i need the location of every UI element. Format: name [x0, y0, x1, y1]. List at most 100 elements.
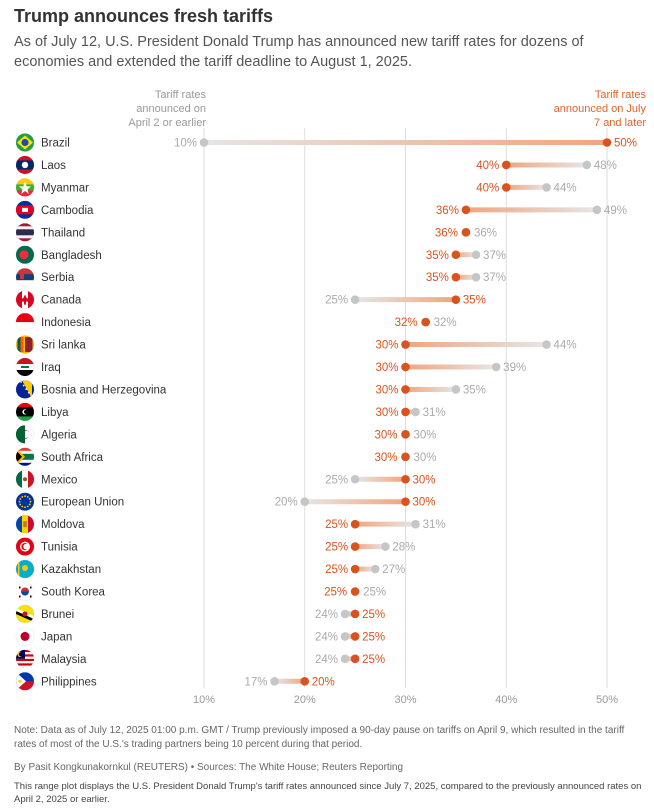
new-rate-label: 25%	[324, 587, 347, 599]
old-rate-dot	[582, 160, 592, 170]
new-rate-dot	[350, 587, 360, 596]
old-rate-label: 25%	[363, 587, 386, 599]
new-rate-dot	[350, 609, 360, 619]
tunisia-flag-icon	[15, 537, 35, 556]
new-rate-label: 25%	[325, 564, 348, 576]
old-rate-dot	[340, 609, 350, 619]
algeria-flag-icon	[15, 425, 35, 444]
bangladesh-flag-icon	[15, 245, 35, 265]
old-rate-dot	[270, 677, 279, 686]
old-rate-dot	[350, 474, 360, 484]
old-rate-dot	[542, 183, 551, 192]
old-rate-label: 44%	[554, 340, 577, 352]
row-thailand: Thailand 36% 36%	[15, 223, 497, 242]
old-rate-label: 37%	[483, 272, 506, 284]
row-cambodia: Cambodia 36% 49%	[15, 200, 627, 220]
new-rate-label: 30%	[375, 407, 398, 419]
malaysia-flag-icon	[15, 649, 35, 669]
new-rate-label: 30%	[374, 429, 397, 441]
new-rate-dot	[350, 542, 360, 551]
old-rate-label: 31%	[423, 407, 446, 419]
new-rate-dot	[501, 183, 511, 192]
old-rate-dot	[451, 385, 461, 394]
x-tick-label: 30%	[394, 694, 416, 706]
old-rate-label: 24%	[315, 609, 338, 621]
country-label: Indonesia	[41, 317, 91, 329]
new-rate-label: 25%	[362, 609, 385, 621]
row-european-union: European Union 30% 20%	[15, 492, 436, 512]
new-rate-label: 35%	[426, 272, 449, 284]
myanmar-flag-icon	[15, 178, 35, 197]
row-moldova: Moldova 25% 31%	[15, 514, 446, 534]
row-japan: Japan 25% 24%	[15, 627, 385, 646]
old-rate-label: 31%	[423, 519, 446, 531]
x-tick-label: 50%	[596, 694, 618, 706]
new-rate-label: 30%	[375, 340, 398, 352]
new-rate-label: 35%	[426, 250, 449, 262]
new-rate-dot	[461, 205, 471, 215]
country-label: Malaysia	[41, 654, 87, 666]
old-rate-dot	[411, 407, 420, 417]
x-tick-label: 20%	[294, 694, 316, 706]
old-rate-dot	[411, 519, 420, 529]
new-rate-label: 25%	[362, 654, 385, 666]
new-rate-label: 40%	[476, 182, 499, 194]
old-rate-dot	[199, 138, 209, 147]
row-brazil: Brazil 50% 10%	[15, 133, 637, 152]
old-rate-label: 27%	[382, 564, 405, 576]
row-mexico: Mexico 30% 25%	[15, 469, 436, 489]
old-rate-label: 24%	[315, 631, 338, 643]
new-rate-dot	[350, 519, 360, 529]
new-rate-label: 40%	[476, 160, 499, 172]
row-bangladesh: Bangladesh 35% 37%	[15, 245, 506, 265]
new-rate-dot	[401, 385, 410, 394]
legend-old-label: Tariff rates announced on April 2 or ear…	[128, 89, 206, 129]
old-rate-label: 10%	[174, 138, 197, 150]
old-rate-label: 28%	[392, 542, 415, 554]
footnote: Note: Data as of July 12, 2025 01:00 p.m…	[14, 725, 625, 750]
row-serbia: Serbia 35% 37%	[15, 267, 506, 287]
country-label: European Union	[41, 497, 124, 509]
new-rate-dot	[451, 272, 461, 282]
row-philippines: Philippines 20% 17%	[15, 671, 335, 691]
chart-subtitle: As of July 12, U.S. President Donald Tru…	[14, 34, 584, 70]
sri-lanka-flag-icon	[15, 335, 35, 354]
old-rate-label: 36%	[474, 227, 497, 239]
row-indonesia: Indonesia 32% 32%	[15, 312, 457, 332]
old-rate-label: 25%	[325, 474, 348, 486]
old-rate-dot	[471, 272, 481, 282]
old-rate-dot	[300, 497, 310, 507]
new-rate-dot	[401, 430, 410, 439]
country-label: Canada	[41, 295, 82, 307]
old-rate-dot	[491, 362, 501, 372]
row-south-korea: South Korea 25% 25%	[15, 582, 386, 601]
country-label: Bosnia and Herzegovina	[41, 384, 167, 396]
old-rate-label: 49%	[604, 205, 627, 217]
x-axis-ticks: 10% 20% 30% 40% 50%	[193, 694, 618, 706]
country-label: Algeria	[41, 429, 77, 441]
row-bosnia-and-herzegovina: Bosnia and Herzegovina 30% 35%	[15, 380, 486, 399]
old-rate-label: 17%	[244, 676, 267, 688]
country-label: Sri lanka	[41, 340, 86, 352]
new-rate-label: 36%	[436, 205, 459, 217]
country-label: Libya	[41, 407, 69, 419]
south-africa-flag-icon	[15, 447, 35, 467]
new-rate-dot	[300, 677, 310, 686]
bosnia-flag-icon	[15, 380, 35, 399]
dumbbell-chart: Brazil 50% 10% Laos 40% 48% Myanmar 40% 44% Cambo…	[15, 128, 637, 706]
new-rate-dot	[451, 295, 461, 304]
chart-title: Trump announces fresh tariffs	[14, 6, 274, 26]
new-rate-dot	[401, 452, 410, 462]
country-label: Philippines	[41, 676, 97, 688]
libya-flag-icon	[15, 402, 35, 422]
old-rate-dot	[350, 295, 360, 304]
new-rate-dot	[401, 497, 410, 507]
old-rate-label: 35%	[463, 384, 486, 396]
new-rate-dot	[350, 632, 360, 641]
cambodia-flag-icon	[15, 200, 35, 220]
new-rate-dot	[350, 564, 360, 574]
philippines-flag-icon	[15, 671, 35, 691]
row-malaysia: Malaysia 25% 24%	[15, 649, 385, 669]
south-korea-flag-icon	[15, 582, 35, 601]
country-label: Thailand	[41, 227, 85, 239]
